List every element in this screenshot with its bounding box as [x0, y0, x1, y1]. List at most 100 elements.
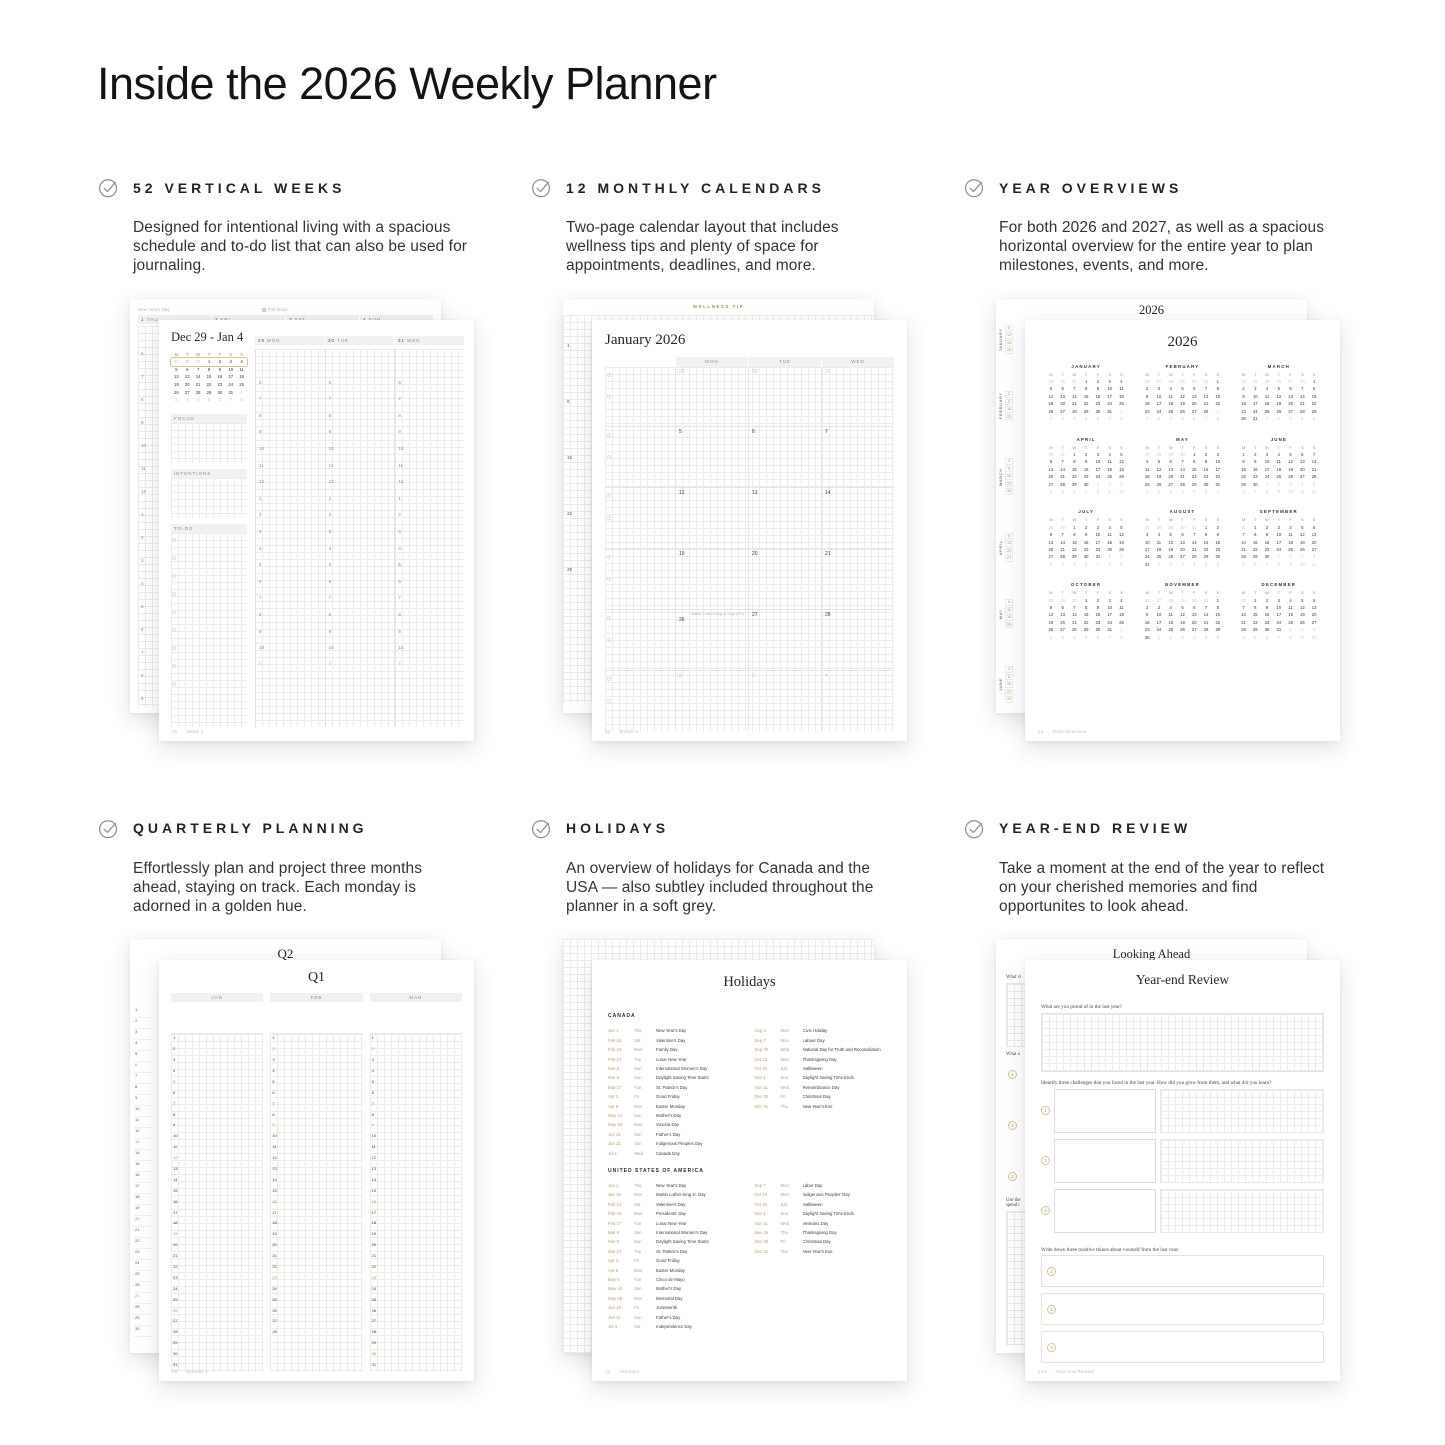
mini-month: OCTOBER M T W T F S S 28 29 30 1 2 3 4 5 6 7 8 9 10 11 12 13 14 1… [1048, 582, 1124, 640]
quarterly-back-numbers: 1 2 3 4 5 6 7 8 9 10 11 12 13 14 15 16 17 18 19 20 21 22 23 24 2… [134, 1007, 153, 1338]
focus-label: FOCUS [171, 413, 247, 423]
mini-month: AUGUST M T W T F S S 27 28 29 30 31 1 2 3 4 5 6 7 8 9 10 11 12 13… [1144, 509, 1221, 567]
checkbox-circle-icon [172, 537, 176, 542]
quarter-month-column: JAN 1 2 3 4 5 6 7 8 9 10 11 12 13 14 15 16 17 18 19 20 21 22 23… [171, 993, 264, 1372]
section-title: YEAR-END REVIEW [999, 820, 1192, 837]
day-header: 1 THU [138, 314, 211, 324]
holiday-entry: Jul 1 Wed Canada Day [608, 1150, 680, 1156]
day-header: WED [822, 356, 894, 367]
mini-month: DECEMBER M T W T F S S 30 1 2 3 4 5 6 7 8 9 10 11 12 13 14 15 16… [1241, 582, 1317, 640]
positive-row: 3 [1041, 1331, 1324, 1364]
holiday-entry: Oct 12 Mon Thanksgiving Day [754, 1056, 837, 1062]
review-front-page: Year-end Review What are you proud of in… [1025, 960, 1340, 1382]
month-day-cell: 29 [675, 366, 748, 427]
section-year-overviews: YEAR OVERVIEWS For both 2026 and 2027, a… [963, 176, 1396, 747]
mini-calendar: M T W T F S S 29 30 31 1 2 3 4 5 6 7 8 9 10 11 12 13 14 15 16 17 18… [171, 351, 247, 404]
mini-month: MAY M T W T F S S 27 28 29 30 1 2 3 4 5 6 7 8 9 10 11 12 13 14 15 1… [1144, 436, 1221, 494]
holiday-entry: Oct 12 Mon Indigenous Peoples' Day [754, 1192, 850, 1198]
back-prompt: Use the spend t [1006, 1198, 1021, 1209]
todo-label: TO-DO [171, 523, 247, 533]
section-year-end-review: YEAR-END REVIEW Take a moment at the end… [963, 817, 1396, 1388]
mini-cal-week: 19 20 21 22 23 24 25 [174, 382, 244, 388]
holiday-group: CANADA Jan 1 Thu New Year's Day Feb 14 Sat Val… [608, 1013, 891, 1158]
checkbox-circle-icon [607, 555, 611, 560]
month-day-cell: 13 [748, 488, 821, 549]
holiday-entry: Feb 16 Mon Presidents' Day [608, 1211, 686, 1217]
month-day-cell: 21 [821, 549, 894, 609]
holiday-entry: Jan 1 Thu New Year's Day [608, 1028, 687, 1034]
holiday-entry: Sep 30 Wed National Day for Truth and Reco… [754, 1047, 881, 1053]
review-challenges: 1 2 3 [1041, 1088, 1324, 1239]
holiday-entry: Nov 11 Wed Veterans Day [754, 1220, 829, 1226]
day-header: TUE [749, 356, 821, 367]
holiday-entry: Jun 21 Sun Father's Day [608, 1131, 681, 1137]
holiday-entry: Feb 17 Tue Lunar New Year [608, 1220, 687, 1226]
checkbox-circle-icon [172, 645, 176, 650]
month-day-cell: 30 [748, 366, 821, 427]
todo-checkboxes [171, 533, 247, 727]
preview-quarterly: Q2 1 2 3 4 5 6 7 8 9 10 11 12 13 14 15 16 17 18 19 20 21 22 23… [130, 939, 482, 1387]
weekly-day-column: 6 7 8 9 10 11 12 1 2 3 4 5 6 7 8 9 10 ☾ [255, 348, 325, 727]
month-header: MAR [369, 993, 462, 1003]
checkbox-circle-icon [607, 676, 611, 681]
mini-month: NOVEMBER M T W T F S S 26 27 28 29 30 31 1 2 3 4 5 6 7 8 9 10 11… [1144, 582, 1221, 640]
section-holidays: HOLIDAYS An overview of holidays for Can… [530, 817, 963, 1388]
holiday-entry: Oct 31 Sat Halloween [754, 1065, 823, 1071]
holiday-entry: Jan 19 Mon Martin Luther King Jr. Day [608, 1192, 706, 1198]
month-day-cell: 27 [748, 609, 821, 670]
intentions-label: INTENTIONS [171, 468, 247, 478]
month-day-cell: 19 [675, 549, 748, 609]
challenge-row: 3 [1041, 1188, 1324, 1233]
mini-cal-week: 12 13 14 15 16 17 18 [174, 374, 244, 380]
preview-monthly: WELLNESS TIP 1 8 15 22 29 January 2026 MON TU… [563, 298, 915, 747]
full-moon-label: Full Moon [261, 307, 288, 312]
page-footer: 214 Year-end Review [1038, 1369, 1095, 1375]
month-day-cell: 28 [821, 609, 894, 670]
holiday-entry: May 25 Mon Memorial Day [608, 1295, 683, 1301]
holiday-groups: CANADA Jan 1 Thu New Year's Day Feb 14 Sat Val… [608, 1003, 891, 1331]
checkbox-circle-icon [607, 455, 611, 460]
holiday-entry: Jun 21 Sun Father's Day [608, 1314, 681, 1320]
checkbox-circle-icon [172, 627, 176, 632]
check-circle-icon [531, 179, 551, 198]
holiday-entry: Nov 1 Sun Daylight Saving Time Ends [754, 1211, 854, 1217]
day-header: 2FRI [212, 314, 285, 324]
holiday-entry: Sep 7 Mon Labour Day [754, 1037, 825, 1043]
review-question-1: What are you proud of in the last year? [1041, 1004, 1122, 1010]
holiday-entry: Feb 16 Mon Family Day [608, 1047, 678, 1053]
year-front-page: 2026 JANUARY M T W T F S S 29 30 31 1 2 3 4 5 6 7 8 9 10 11 12… [1025, 319, 1340, 741]
holiday-entry: Apr 3 Fri Good Friday [608, 1094, 680, 1100]
holiday-entry: Aug 3 Mon Civic Holiday [754, 1028, 828, 1034]
month-day-cell: 6 [748, 427, 821, 488]
checkbox-circle-icon [607, 698, 611, 703]
weekly-day-headers: 29 MON 30 TUE 31 WED [255, 335, 464, 345]
month-day-cell: 2 [675, 670, 748, 731]
year-back-strip: JANUARY 5 12 19 26 FEBRUARY 2 9 16 23 MARCH 2 9 16 23 3… [999, 324, 1013, 703]
checkbox-circle-icon [172, 663, 176, 668]
year-back-month: APRIL 6 13 20 27 [999, 532, 1013, 562]
weekly-columns: 6 7 8 9 10 11 12 1 2 3 4 5 6 7 8 9 10 ☾ 6 7 8 9 10 11 12 1 2 3 4 5 6 7 8… [255, 348, 464, 727]
holiday-entry: Feb 14 Sat Valentine's Day [608, 1201, 686, 1207]
holiday-group: UNITED STATES OF AMERICA Jan 1 Thu New Year… [608, 1168, 891, 1332]
day-header: MON [676, 356, 748, 367]
mini-month: JUNE M T W T F S S 1 2 3 4 5 6 7 8 9 10 11 12 13 14 15 16 17 18 19… [1241, 436, 1317, 494]
holiday-entry: Feb 17 Tue Lunar New Year [608, 1056, 687, 1062]
holiday-entry: Sep 7 Mon Labor Day [754, 1183, 823, 1188]
gold-moon-icon: ☾ [398, 660, 403, 667]
section-description: For both 2026 and 2027, as well as a spa… [999, 219, 1325, 275]
section-title: YEAR OVERVIEWS [999, 179, 1183, 196]
quarterly-columns: JAN 1 2 3 4 5 6 7 8 9 10 11 12 13 14 15 16 17 18 19 20 21 22 23… [171, 993, 462, 1372]
section-title: 52 VERTICAL WEEKS [133, 179, 346, 196]
holiday-entry: Jun 21 Sun Indigenous Peoples Day [608, 1141, 703, 1147]
day-header: 29 MON [255, 335, 324, 345]
year-back-month: MARCH 2 9 16 23 30 [999, 458, 1013, 495]
mini-month: APRIL M T W T F S S 30 31 1 2 3 4 5 6 7 8 9 10 11 12 13 14 15 16 1… [1048, 436, 1124, 494]
looking-ahead-title: Looking Ahead [1112, 947, 1191, 962]
page-footer: 06 Quarter 1 [172, 1369, 209, 1375]
holiday-entry: Nov 26 Thu Thanksgiving Day [754, 1230, 837, 1236]
holiday-entry: May 10 Sun Mother's Day [608, 1286, 682, 1292]
month-week-row: Martin Luther King Jr. Day (US) 26 27 28 [605, 609, 894, 671]
holiday-entry: Mar 8 Sun Daylight Saving Time Starts [608, 1075, 709, 1081]
holidays-front-page: Holidays CANADA Jan 1 Thu New Year's Day Feb… [592, 960, 907, 1382]
